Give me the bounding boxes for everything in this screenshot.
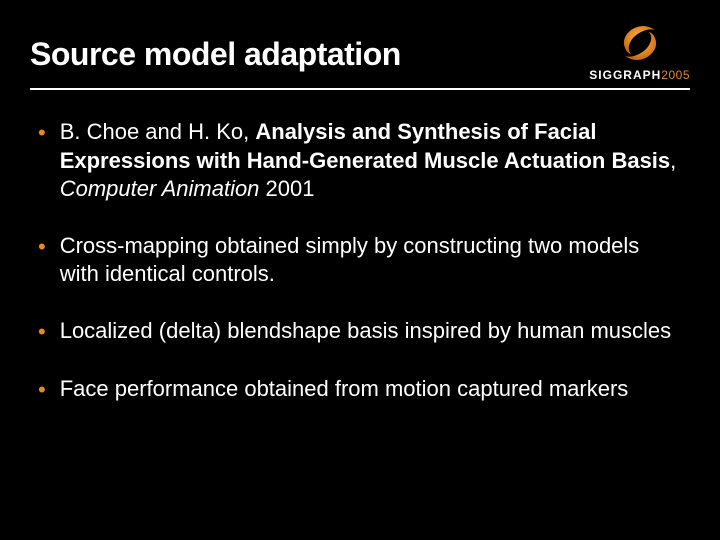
citation-sep: ,: [670, 148, 676, 173]
logo-brand: SIGGRAPH: [589, 68, 661, 82]
slide-title: Source model adaptation: [30, 24, 401, 73]
bullet-text: B. Choe and H. Ko, Analysis and Synthesi…: [60, 118, 682, 204]
bullet-marker: •: [38, 118, 46, 148]
logo-text: SIGGRAPH 2005: [589, 68, 690, 82]
citation-authors: B. Choe and H. Ko,: [60, 119, 256, 144]
bullet-item: • Cross-mapping obtained simply by const…: [38, 232, 682, 289]
logo-year: 2005: [661, 68, 690, 82]
slide-header: Source model adaptation SIGGRAPH 2005: [30, 24, 690, 82]
bullet-marker: •: [38, 232, 46, 262]
bullet-item: • Localized (delta) blendshape basis ins…: [38, 317, 682, 347]
slide-content: • B. Choe and H. Ko, Analysis and Synthe…: [30, 118, 690, 405]
bullet-item: • B. Choe and H. Ko, Analysis and Synthe…: [38, 118, 682, 204]
slide-container: Source model adaptation SIGGRAPH 2005 •: [0, 0, 720, 540]
bullet-text: Localized (delta) blendshape basis inspi…: [60, 317, 671, 346]
siggraph-logo: SIGGRAPH 2005: [589, 20, 690, 82]
bullet-text: Face performance obtained from motion ca…: [60, 375, 629, 404]
citation-venue: Computer Animation: [60, 176, 260, 201]
citation-year: 2001: [259, 176, 314, 201]
bullet-marker: •: [38, 317, 46, 347]
bullet-text: Cross-mapping obtained simply by constru…: [60, 232, 682, 289]
bullet-marker: •: [38, 375, 46, 405]
bullet-item: • Face performance obtained from motion …: [38, 375, 682, 405]
header-divider: [30, 88, 690, 90]
swoosh-icon: [617, 20, 663, 66]
